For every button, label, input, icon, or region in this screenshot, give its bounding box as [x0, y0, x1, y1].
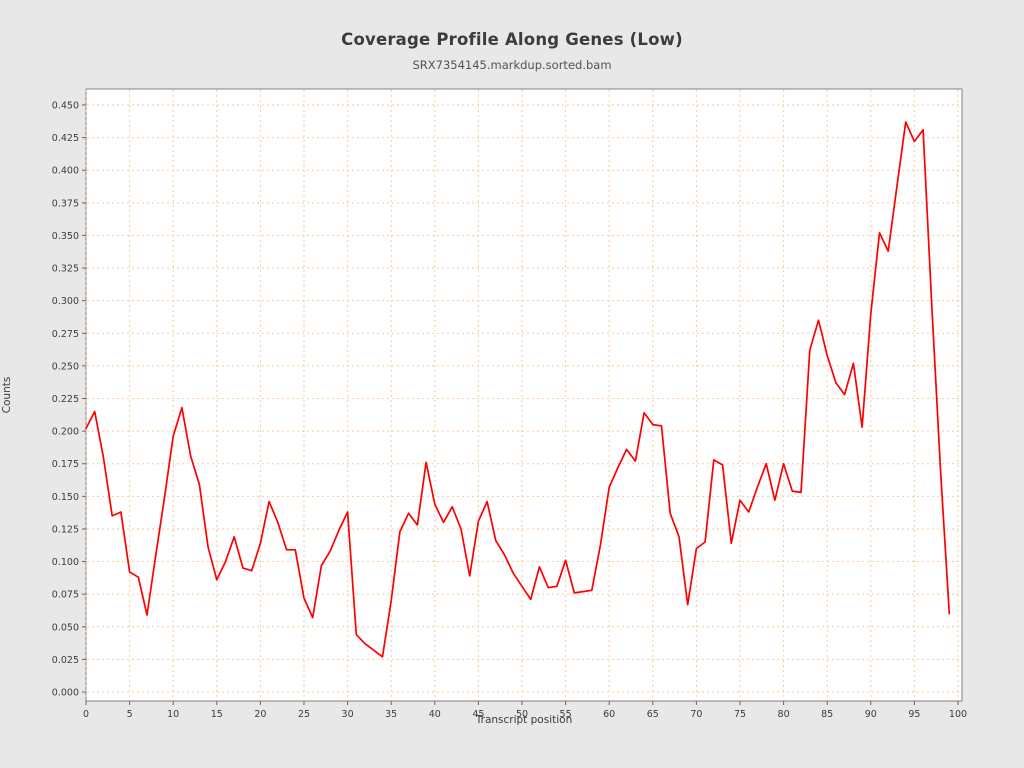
- svg-text:0.050: 0.050: [52, 622, 79, 633]
- svg-text:60: 60: [603, 709, 615, 720]
- svg-text:0.350: 0.350: [52, 231, 79, 242]
- svg-text:0.200: 0.200: [52, 427, 79, 438]
- y-axis-label: Counts: [1, 376, 13, 414]
- x-tick-labels: 0 5 10 15 20 25 30 35 40 45 50 55 60 65 70 75 80 85 90 95 10…: [83, 709, 967, 720]
- svg-text:80: 80: [778, 709, 790, 720]
- svg-text:35: 35: [385, 709, 397, 720]
- svg-text:0.425: 0.425: [52, 133, 79, 144]
- svg-text:50: 50: [516, 709, 528, 720]
- svg-text:90: 90: [865, 709, 877, 720]
- coverage-line: [85, 121, 951, 658]
- svg-text:0: 0: [83, 709, 89, 720]
- x-axis-label: Transcript position: [475, 714, 573, 726]
- svg-text:0.250: 0.250: [52, 361, 79, 372]
- svg-text:0.025: 0.025: [52, 655, 79, 666]
- svg-text:10: 10: [167, 709, 179, 720]
- svg-text:55: 55: [560, 709, 572, 720]
- svg-text:0.300: 0.300: [52, 296, 79, 307]
- plot-area: [85, 88, 963, 702]
- svg-text:0.000: 0.000: [52, 688, 79, 699]
- svg-text:0.125: 0.125: [52, 524, 79, 535]
- svg-text:40: 40: [429, 709, 441, 720]
- svg-text:5: 5: [127, 709, 133, 720]
- svg-text:75: 75: [734, 709, 746, 720]
- svg-text:95: 95: [908, 709, 920, 720]
- y-tick-labels: 0.000 0.025 0.050 0.075 0.100 0.125 0.150 0.175…: [52, 101, 79, 699]
- svg-text:0.075: 0.075: [52, 590, 79, 601]
- svg-text:0.375: 0.375: [52, 198, 79, 209]
- svg-text:15: 15: [211, 709, 223, 720]
- svg-text:0.150: 0.150: [52, 492, 79, 503]
- svg-text:85: 85: [821, 709, 833, 720]
- svg-text:70: 70: [690, 709, 702, 720]
- svg-text:0.450: 0.450: [52, 101, 79, 112]
- svg-text:65: 65: [647, 709, 659, 720]
- svg-text:0.275: 0.275: [52, 329, 79, 340]
- svg-text:0.100: 0.100: [52, 557, 79, 568]
- svg-text:30: 30: [342, 709, 354, 720]
- svg-text:0.325: 0.325: [52, 264, 79, 275]
- svg-text:45: 45: [472, 709, 484, 720]
- axis-ticks: [82, 104, 959, 705]
- svg-text:0.400: 0.400: [52, 166, 79, 177]
- gridlines: [85, 90, 961, 700]
- svg-text:25: 25: [298, 709, 310, 720]
- chart-title: Coverage Profile Along Genes (Low): [341, 30, 683, 49]
- svg-text:100: 100: [949, 709, 967, 720]
- svg-text:0.175: 0.175: [52, 459, 79, 470]
- svg-text:20: 20: [254, 709, 266, 720]
- chart-subtitle: SRX7354145.markdup.sorted.bam: [412, 58, 612, 72]
- svg-text:0.225: 0.225: [52, 394, 79, 405]
